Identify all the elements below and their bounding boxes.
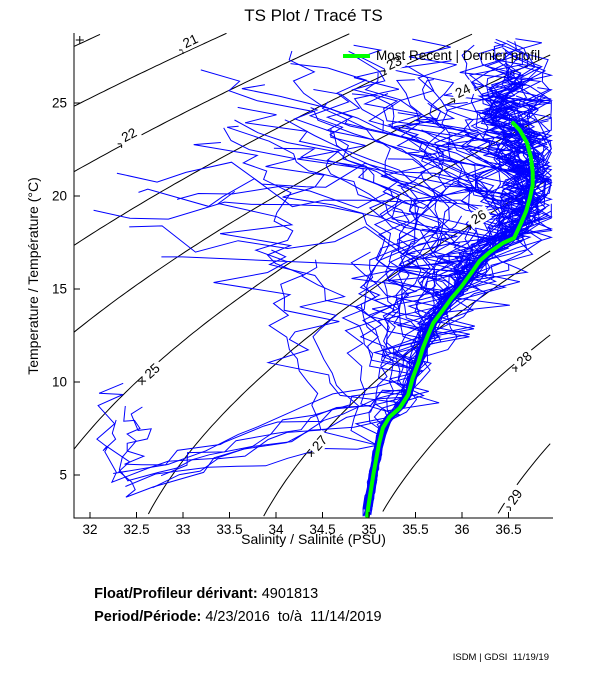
y-tick-label: 5	[59, 468, 67, 483]
period-line: Period/Période: 4/23/2016 to/à 11/14/201…	[78, 593, 382, 641]
x-tick-label: 33.5	[216, 522, 242, 537]
x-tick-label: 34	[268, 522, 284, 537]
profile-line	[297, 128, 414, 517]
svg-text:22: 22	[119, 125, 139, 145]
svg-text:23: 23	[384, 53, 404, 73]
x-tick-label: 33	[175, 522, 190, 537]
y-axis-label: Temperature / Température (°C)	[25, 177, 41, 375]
svg-text:26: 26	[468, 207, 489, 228]
contour-label-28: 28	[511, 346, 538, 372]
period-value: 4/23/2016 to/à 11/14/2019	[201, 609, 382, 625]
svg-text:25: 25	[142, 360, 163, 381]
contour-label-24: 24	[449, 79, 477, 103]
y-tick-label: 15	[52, 282, 67, 297]
legend: Most Recent | Dernier profil	[343, 48, 540, 63]
most-recent-profile	[365, 121, 535, 518]
contour-label-26: 26	[465, 204, 492, 230]
svg-text:29: 29	[505, 486, 526, 507]
x-tick-label: 36	[454, 522, 469, 537]
profile-line	[102, 389, 412, 511]
profile-line	[96, 382, 390, 504]
x-axis-ticks: 32 32.5 33 33.5 34 34.5 35 35.5 36 36.5	[82, 512, 522, 537]
legend-label: Most Recent | Dernier profil	[376, 48, 541, 63]
x-tick-label: 36.5	[495, 522, 521, 537]
axes	[73, 33, 553, 519]
float-id-value: 4901813	[257, 586, 319, 602]
credit-text: ISDM | GDSI 11/19/19	[452, 652, 549, 663]
profile-line	[268, 249, 429, 507]
float-id-line: Float/Profileur dérivant: 4901813	[78, 570, 318, 618]
x-axis-label: Salinity / Salinité (PSU)	[241, 531, 386, 547]
contour-label-25: 25	[139, 358, 166, 384]
svg-text:28: 28	[514, 348, 535, 369]
float-id-label: Float/Profileur dérivant:	[94, 586, 258, 602]
contour-marker-20	[75, 35, 84, 44]
contour-marker-25	[138, 377, 147, 386]
profile-line	[369, 97, 553, 503]
profile-line	[118, 389, 411, 503]
y-tick-label: 10	[52, 375, 67, 390]
x-tick-label: 32	[82, 522, 97, 537]
x-tick-label: 35.5	[402, 522, 428, 537]
contour-label-27: 27	[306, 429, 333, 457]
svg-text:24: 24	[453, 81, 474, 101]
profile-line	[125, 444, 378, 502]
isopycnal-labels: 21 22 23 24 25 26 27 28 29	[75, 29, 538, 511]
y-tick-label: 20	[52, 189, 67, 204]
contour-label-23: 23	[380, 51, 408, 75]
contour-label-22: 22	[115, 123, 143, 147]
x-tick-label: 34.5	[309, 522, 335, 537]
period-label: Period/Période:	[94, 609, 202, 625]
profile-line	[176, 185, 529, 306]
profile-line	[299, 259, 377, 508]
contour-label-21: 21	[177, 29, 204, 53]
svg-text:27: 27	[309, 432, 330, 453]
x-tick-label: 32.5	[123, 522, 149, 537]
x-tick-label: 35	[361, 522, 376, 537]
y-axis-ticks: 5 10 15 20 25	[52, 96, 80, 483]
svg-text:21: 21	[180, 31, 200, 51]
chart-title: TS Plot / Tracé TS	[244, 6, 383, 25]
contour-label-29: 29	[502, 483, 528, 511]
legend-line-swatch	[343, 53, 370, 58]
y-tick-label: 25	[52, 96, 67, 111]
contour-marker-27	[307, 449, 316, 458]
